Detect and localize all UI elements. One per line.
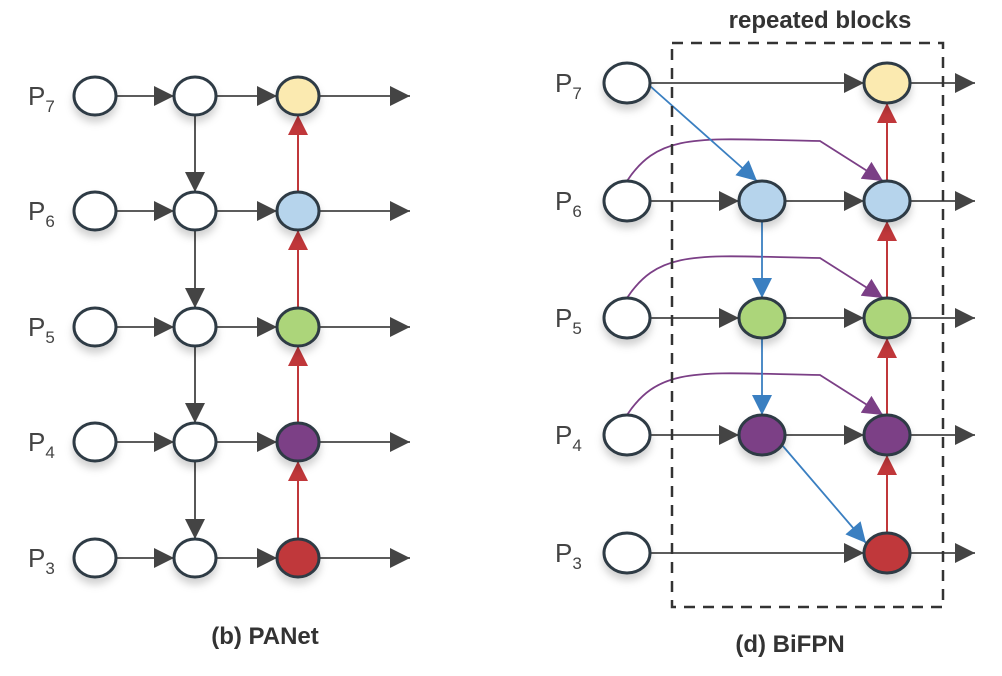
bifpn-input-node [602, 61, 652, 105]
bifpn-output-node [862, 61, 912, 105]
panet-level-label: P5 [28, 312, 55, 347]
panet-level-label: P6 [28, 196, 55, 231]
panet-node [172, 190, 218, 232]
panet-level-label: P3 [28, 543, 55, 578]
bifpn-output-node [862, 296, 912, 340]
panet-node [172, 306, 218, 348]
panet-node [275, 306, 321, 348]
bifpn-edges [626, 73, 975, 563]
nodes [72, 61, 912, 579]
bifpn-input-node [602, 179, 652, 223]
bifpn-intermediate-node [737, 179, 787, 223]
panet-node [72, 537, 118, 579]
panet-node [275, 421, 321, 463]
bifpn-intermediate-node [737, 296, 787, 340]
bifpn-intermediate-node [737, 413, 787, 457]
bifpn-top-down-edge [649, 85, 758, 182]
panet-node [72, 75, 118, 117]
bifpn-level-label: P7 [555, 68, 582, 103]
panet-node [172, 75, 218, 117]
panet-node [72, 421, 118, 463]
panet-level-label: P4 [28, 427, 55, 462]
repeated-blocks-box [670, 41, 945, 609]
bifpn-level-label: P3 [555, 538, 582, 573]
bifpn-level-label: P5 [555, 303, 582, 338]
bifpn-skip-edge [626, 138, 884, 182]
bifpn-input-node [602, 531, 652, 575]
bifpn-output-node [862, 179, 912, 223]
level-labels: P7 P6 P5 P4 P3 P7 P6 P5 P4 P3 [28, 68, 582, 578]
bifpn-input-node [602, 296, 652, 340]
repeated-blocks-label: repeated blocks [729, 7, 912, 34]
bifpn-input-node [602, 413, 652, 457]
panet-caption: (b) PANet [211, 623, 319, 650]
panet-node [275, 190, 321, 232]
bifpn-caption: (d) BiFPN [735, 631, 844, 658]
bifpn-level-label: P4 [555, 420, 582, 455]
panet-level-label: P7 [28, 81, 55, 116]
bifpn-output-node [862, 413, 912, 457]
bifpn-top-down-edge [781, 444, 867, 544]
panet-node [72, 190, 118, 232]
bifpn-skip-edge [626, 372, 884, 416]
panet-edges [116, 86, 410, 568]
bifpn-level-label: P6 [555, 186, 582, 221]
panet-node [275, 537, 321, 579]
panet-node [172, 537, 218, 579]
panet-node [172, 421, 218, 463]
panet-node [72, 306, 118, 348]
bifpn-skip-edge [626, 255, 884, 299]
panet-node [275, 75, 321, 117]
bifpn-output-node [862, 531, 912, 575]
